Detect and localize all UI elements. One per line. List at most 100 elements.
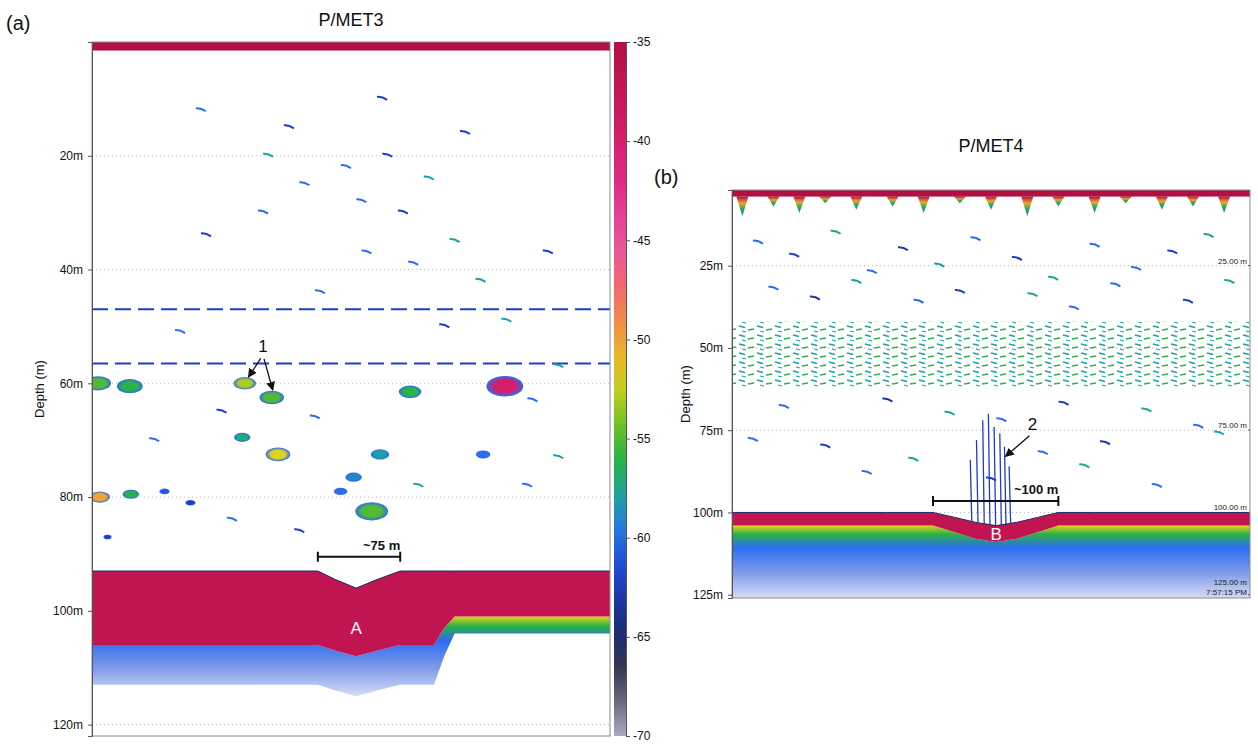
tick: -60 bbox=[626, 531, 651, 545]
plot-frame bbox=[732, 190, 1250, 598]
annotations: ~100 m2B7:57:15 PM25.00 m75.00 m100.00 m… bbox=[933, 257, 1250, 597]
fish-school bbox=[259, 391, 284, 405]
surface-spike bbox=[1156, 197, 1168, 210]
single-target bbox=[1069, 306, 1079, 309]
single-target bbox=[1224, 280, 1234, 283]
single-target bbox=[377, 97, 387, 100]
single-target bbox=[913, 300, 923, 303]
fish-school bbox=[486, 376, 523, 396]
tick: -55 bbox=[626, 432, 651, 446]
single-target bbox=[315, 290, 325, 293]
tick: 100m bbox=[693, 506, 732, 520]
single-target bbox=[851, 280, 861, 283]
tick-mark bbox=[626, 339, 630, 340]
tick: 80m bbox=[60, 490, 92, 504]
tick-label: -40 bbox=[633, 134, 651, 148]
grid bbox=[92, 156, 610, 725]
single-target bbox=[862, 471, 872, 474]
tick-mark bbox=[88, 497, 92, 498]
single-target bbox=[1090, 244, 1100, 247]
range-label: 75.00 m bbox=[1218, 421, 1247, 430]
scale-bar bbox=[318, 552, 400, 562]
fish-school bbox=[123, 490, 139, 499]
tick-mark bbox=[728, 266, 732, 267]
tick-label: 125m bbox=[693, 588, 723, 602]
single-target bbox=[955, 290, 965, 293]
surface-spike bbox=[1021, 197, 1033, 217]
tick: 25m bbox=[700, 259, 732, 273]
fish-school bbox=[345, 473, 361, 482]
scale-bar-label: ~75 m bbox=[363, 538, 400, 553]
fish-school bbox=[234, 433, 250, 442]
annotation: 2 bbox=[1028, 415, 1037, 434]
tick: -35 bbox=[626, 35, 651, 49]
surface-spike bbox=[850, 197, 862, 210]
tick-label: -50 bbox=[633, 333, 651, 347]
tick-label: 40m bbox=[60, 263, 83, 277]
single-target bbox=[1131, 267, 1141, 270]
single-target bbox=[201, 233, 211, 236]
range-mark bbox=[1248, 594, 1250, 595]
seabed-echo bbox=[92, 571, 610, 656]
single-target bbox=[341, 165, 351, 168]
tick-label: 25m bbox=[700, 259, 723, 273]
surface-band bbox=[732, 190, 1250, 197]
gas-plume bbox=[1009, 466, 1011, 523]
grid-line bbox=[92, 383, 610, 384]
colorbar-axis: -35-40-45-50-55-60-65-70 bbox=[626, 35, 651, 743]
tick-label: 60m bbox=[60, 377, 83, 391]
plot-background bbox=[92, 42, 610, 736]
tick-mark bbox=[88, 725, 92, 726]
single-target bbox=[996, 418, 1006, 421]
surface-band bbox=[92, 42, 610, 51]
fish-school bbox=[476, 450, 490, 458]
surface-spike bbox=[1120, 197, 1132, 204]
grid-line bbox=[92, 155, 610, 156]
single-target bbox=[1110, 283, 1120, 286]
single-target bbox=[1038, 451, 1048, 454]
single-target bbox=[294, 529, 304, 532]
single-target bbox=[217, 410, 227, 413]
marks bbox=[92, 42, 610, 696]
single-target bbox=[382, 154, 392, 157]
tick: 75m bbox=[700, 424, 732, 438]
tick-mark bbox=[88, 156, 92, 157]
tick-label: 80m bbox=[60, 490, 83, 504]
single-target bbox=[527, 398, 537, 401]
y-axis: 20m40m60m80m100m120m bbox=[53, 43, 93, 737]
annotation-arrow bbox=[264, 359, 273, 390]
single-target bbox=[543, 250, 553, 253]
single-target bbox=[1204, 234, 1214, 237]
single-target bbox=[553, 364, 563, 367]
gas-plume bbox=[988, 414, 990, 525]
annotation-arrow bbox=[1006, 436, 1030, 457]
single-target bbox=[356, 199, 366, 202]
single-target bbox=[299, 182, 309, 185]
tick-label: 100m bbox=[693, 506, 723, 520]
single-target bbox=[970, 237, 980, 240]
surface-spike bbox=[767, 197, 779, 207]
annotations: ~75 m1A bbox=[248, 337, 400, 638]
tick-label: 50m bbox=[700, 341, 723, 355]
single-target bbox=[196, 108, 206, 111]
gas-plume bbox=[983, 420, 985, 523]
annotation: B bbox=[991, 525, 1002, 544]
fish-school bbox=[371, 449, 389, 459]
fish-school bbox=[355, 502, 388, 520]
grid-line bbox=[732, 265, 1250, 266]
gas-plume bbox=[1004, 447, 1006, 525]
tick: 100m bbox=[53, 604, 92, 618]
axis-line bbox=[88, 43, 93, 737]
single-target bbox=[1027, 293, 1037, 296]
single-target bbox=[789, 254, 799, 257]
single-target bbox=[898, 247, 908, 250]
single-target bbox=[450, 239, 460, 242]
line-echo bbox=[92, 308, 610, 310]
seabed-line bbox=[732, 512, 1250, 525]
surface-spike bbox=[1218, 197, 1230, 213]
tick-mark bbox=[728, 430, 732, 431]
surface-spike bbox=[985, 197, 997, 210]
tick-mark bbox=[626, 736, 630, 737]
tick-label: 75m bbox=[700, 424, 723, 438]
surface-spike bbox=[887, 197, 899, 207]
